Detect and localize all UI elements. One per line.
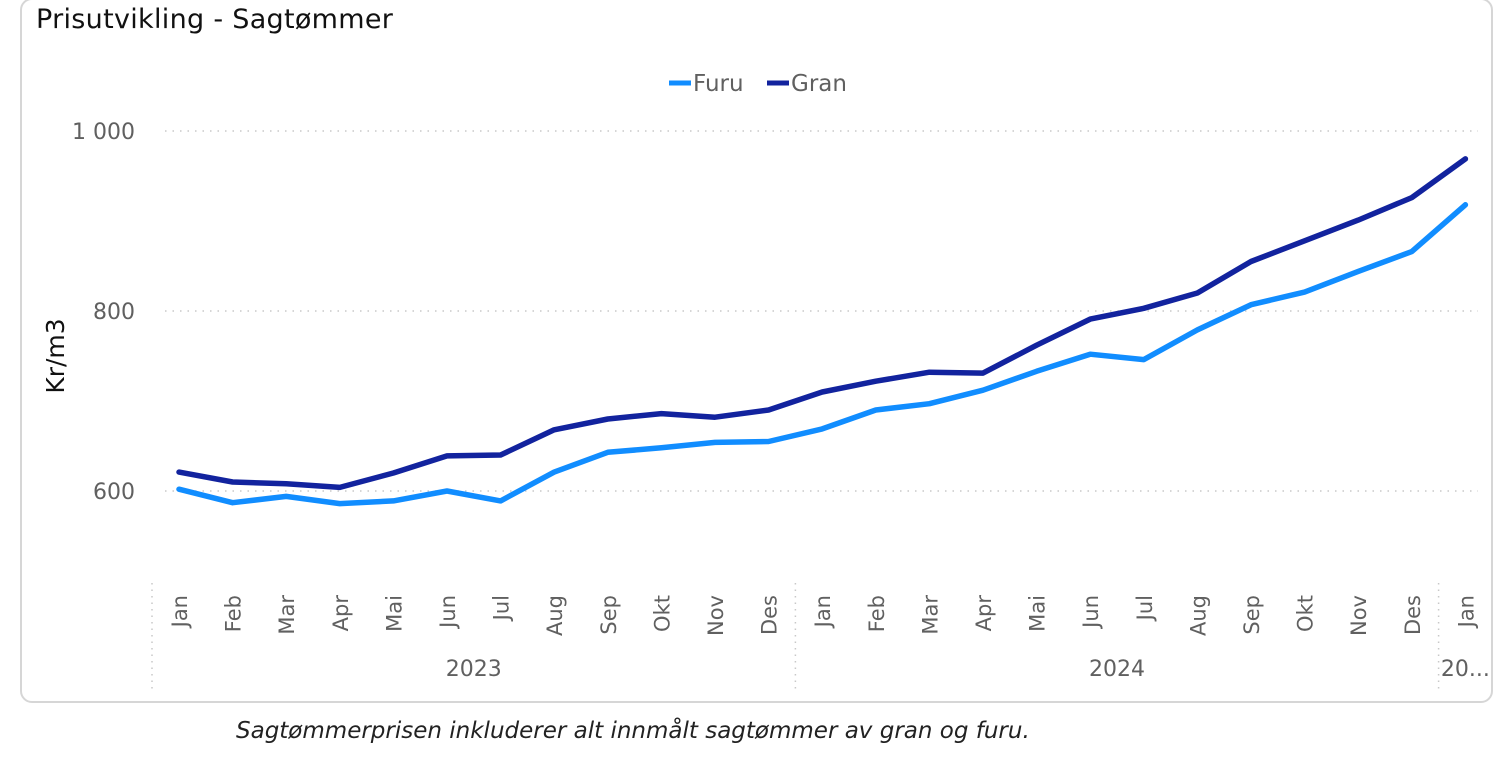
x-tick-label: Okt bbox=[1294, 595, 1318, 632]
x-tick-label: Aug bbox=[1186, 595, 1210, 636]
x-tick-label: Des bbox=[758, 595, 782, 635]
y-tick-label: 600 bbox=[93, 480, 135, 505]
series-lines bbox=[176, 156, 1469, 507]
x-tick-label: Jun bbox=[436, 595, 460, 630]
x-tick-label: Jun bbox=[1079, 595, 1103, 630]
x-group-label: 20... bbox=[1441, 657, 1490, 682]
x-tick-label: Nov bbox=[704, 595, 728, 636]
series-line-gran bbox=[176, 156, 1469, 491]
x-tick-label: Aug bbox=[543, 595, 567, 636]
legend-label: Gran bbox=[791, 71, 847, 97]
x-tick-label: Jan bbox=[1454, 595, 1478, 629]
x-tick-label: Mai bbox=[382, 595, 406, 632]
legend: Furu Gran bbox=[669, 71, 847, 97]
x-group-label: 2023 bbox=[446, 657, 502, 682]
x-tick-label: Mar bbox=[918, 595, 942, 635]
x-tick-label: Sep bbox=[597, 595, 621, 635]
x-tick-label: Des bbox=[1401, 595, 1425, 635]
y-axis-ticks: 600 800 1 000 bbox=[72, 120, 135, 505]
y-tick-label: 800 bbox=[93, 300, 135, 325]
chart-card bbox=[20, 0, 1493, 703]
chart-caption: Sagtømmerprisen inkluderer alt innmålt s… bbox=[236, 718, 1030, 744]
x-tick-label: Jul bbox=[1133, 595, 1157, 622]
x-tick-label: Nov bbox=[1347, 595, 1371, 636]
y-tick-label: 1 000 bbox=[72, 120, 135, 145]
x-tick-label: Feb bbox=[222, 595, 246, 632]
grid-lines bbox=[165, 130, 1478, 492]
x-tick-label: Mar bbox=[275, 595, 299, 635]
x-axis: Jan Feb Mar Apr Mai Jun Jul Aug Sep Okt Nov Des Jan F… bbox=[151, 583, 1490, 690]
series-line-furu bbox=[176, 202, 1469, 507]
x-tick-label: Apr bbox=[972, 595, 996, 632]
x-tick-label: Jan bbox=[168, 595, 192, 629]
legend-label: Furu bbox=[693, 71, 744, 97]
x-tick-label: Sep bbox=[1240, 595, 1264, 635]
x-tick-label: Mai bbox=[1026, 595, 1050, 632]
x-tick-label: Feb bbox=[865, 595, 889, 632]
x-tick-label: Jul bbox=[490, 595, 514, 622]
x-tick-label: Okt bbox=[650, 595, 674, 632]
chart-title: Prisutvikling - Sagtømmer bbox=[36, 4, 394, 35]
x-group-label: 2024 bbox=[1089, 657, 1145, 682]
x-tick-label: Apr bbox=[329, 595, 353, 632]
x-tick-label: Jan bbox=[811, 595, 835, 629]
y-axis-label: Kr/m3 bbox=[41, 318, 70, 393]
